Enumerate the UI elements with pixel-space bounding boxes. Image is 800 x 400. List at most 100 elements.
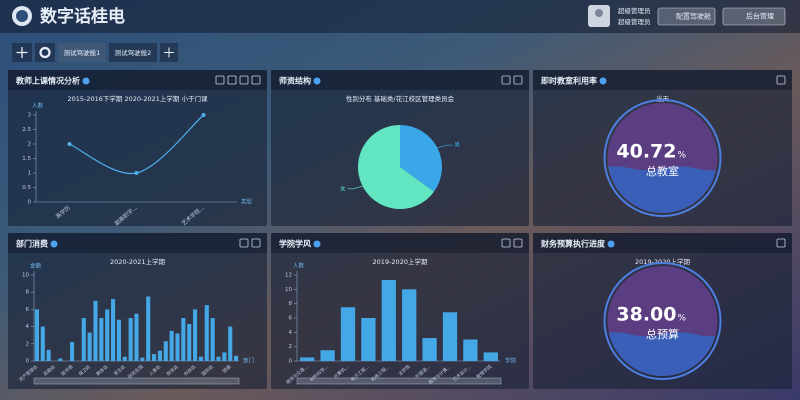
y-tick-label: 10 (285, 287, 292, 293)
leader-line (347, 185, 363, 190)
panel-tool[interactable] (239, 75, 249, 85)
tab-2-label: 测试驾驶舱2 (115, 48, 152, 57)
y-tick-label: 2 (28, 142, 32, 148)
user-name: 超级管理员 (618, 6, 651, 15)
x-axis-label: 学院 (505, 357, 517, 365)
y-tick-label: 12 (285, 273, 292, 279)
bar (134, 313, 139, 361)
bar (422, 338, 437, 361)
config-button[interactable] (657, 7, 716, 26)
y-axis-label: 人数 (293, 262, 305, 270)
help-icon (313, 77, 321, 85)
help-icon (607, 240, 615, 248)
y-tick-label: 4 (289, 330, 293, 336)
panel-title: 财务预算执行进度 (540, 239, 606, 249)
x-axis-label: 类型 (241, 198, 253, 206)
bar (181, 318, 186, 361)
panel-subtitle: 2020-2021上学期 (110, 257, 165, 266)
bar (234, 355, 239, 361)
panel-tool[interactable] (251, 75, 261, 85)
bar (34, 309, 39, 361)
panel-header (8, 70, 267, 90)
logo-inner (16, 10, 28, 22)
app-title: 数字话桂电 (40, 6, 125, 27)
gauge-value: 38.00 (616, 304, 676, 326)
point (134, 171, 139, 175)
panel-tool[interactable] (251, 238, 261, 248)
bar (483, 352, 498, 361)
panel-subtitle: 性别分布 基础类/花江校区管理类员会 (346, 94, 455, 103)
bar (216, 356, 221, 361)
y-tick-label: 2.5 (22, 127, 31, 133)
settings-button[interactable] (35, 43, 55, 62)
panel-tool[interactable] (776, 238, 786, 248)
panel-title: 部门消费 (16, 239, 48, 249)
gauge-label: 总预算 (646, 327, 679, 341)
help-icon (599, 77, 607, 85)
panel-title: 师资结构 (279, 76, 311, 86)
panel-title: 学院学风 (279, 239, 311, 249)
gauge-unit: % (678, 314, 687, 324)
bar (402, 289, 417, 361)
gauge-ring (603, 262, 722, 380)
panel-tool[interactable] (513, 75, 523, 85)
bar (198, 356, 203, 361)
y-tick-label: 1 (28, 171, 32, 177)
admin-button[interactable] (722, 7, 786, 26)
bar (163, 341, 168, 361)
y-tick-label: 0 (26, 359, 30, 365)
help-icon (82, 77, 90, 85)
y-tick-label: 1.5 (22, 156, 31, 162)
pie-slice (400, 125, 442, 192)
point (67, 142, 72, 146)
panel-header (8, 233, 267, 253)
panel (8, 70, 267, 226)
bar (116, 319, 121, 361)
y-tick-label: 0 (28, 200, 32, 206)
gauge-unit: % (678, 151, 687, 161)
panel-tool[interactable] (227, 75, 237, 85)
y-tick-label: 2 (289, 344, 293, 350)
panel-tool[interactable] (501, 75, 511, 85)
bar (228, 326, 233, 361)
bar (169, 330, 174, 361)
panel-tool[interactable] (501, 238, 511, 248)
panel-tool[interactable] (513, 238, 523, 248)
tab-1[interactable] (58, 43, 106, 62)
slice-label: 男 (454, 142, 460, 149)
y-tick-label: 0.5 (22, 185, 31, 191)
gauge-ring (603, 99, 722, 217)
bar (381, 280, 396, 361)
bar (99, 318, 104, 361)
bar (128, 318, 133, 361)
y-axis-label: 金额 (30, 262, 42, 270)
bar (140, 357, 145, 361)
bar (81, 318, 86, 361)
y-tick-label: 6 (26, 307, 30, 313)
avatar-head (595, 9, 603, 17)
bar (320, 350, 335, 361)
panel-header (271, 70, 529, 90)
bar (175, 333, 180, 361)
panel-tool[interactable] (776, 75, 786, 85)
bar (70, 342, 75, 361)
panel-tool[interactable] (239, 238, 249, 248)
panel-tool[interactable] (215, 75, 225, 85)
bar (40, 326, 45, 361)
bar (146, 296, 151, 361)
bar (87, 332, 92, 361)
scrollbar (296, 377, 502, 385)
bar (193, 309, 198, 361)
panel-subtitle: 当天 (656, 94, 670, 103)
y-tick-label: 8 (26, 290, 30, 296)
y-tick-label: 4 (26, 324, 30, 330)
pie-slice (358, 125, 434, 210)
bar (58, 358, 63, 361)
panel-header (533, 233, 792, 253)
tab-1-label: 测试驾驶舱1 (64, 48, 101, 57)
bar (93, 300, 98, 361)
bar (46, 349, 51, 361)
panel-header (271, 233, 529, 253)
tab-2[interactable] (109, 43, 157, 62)
